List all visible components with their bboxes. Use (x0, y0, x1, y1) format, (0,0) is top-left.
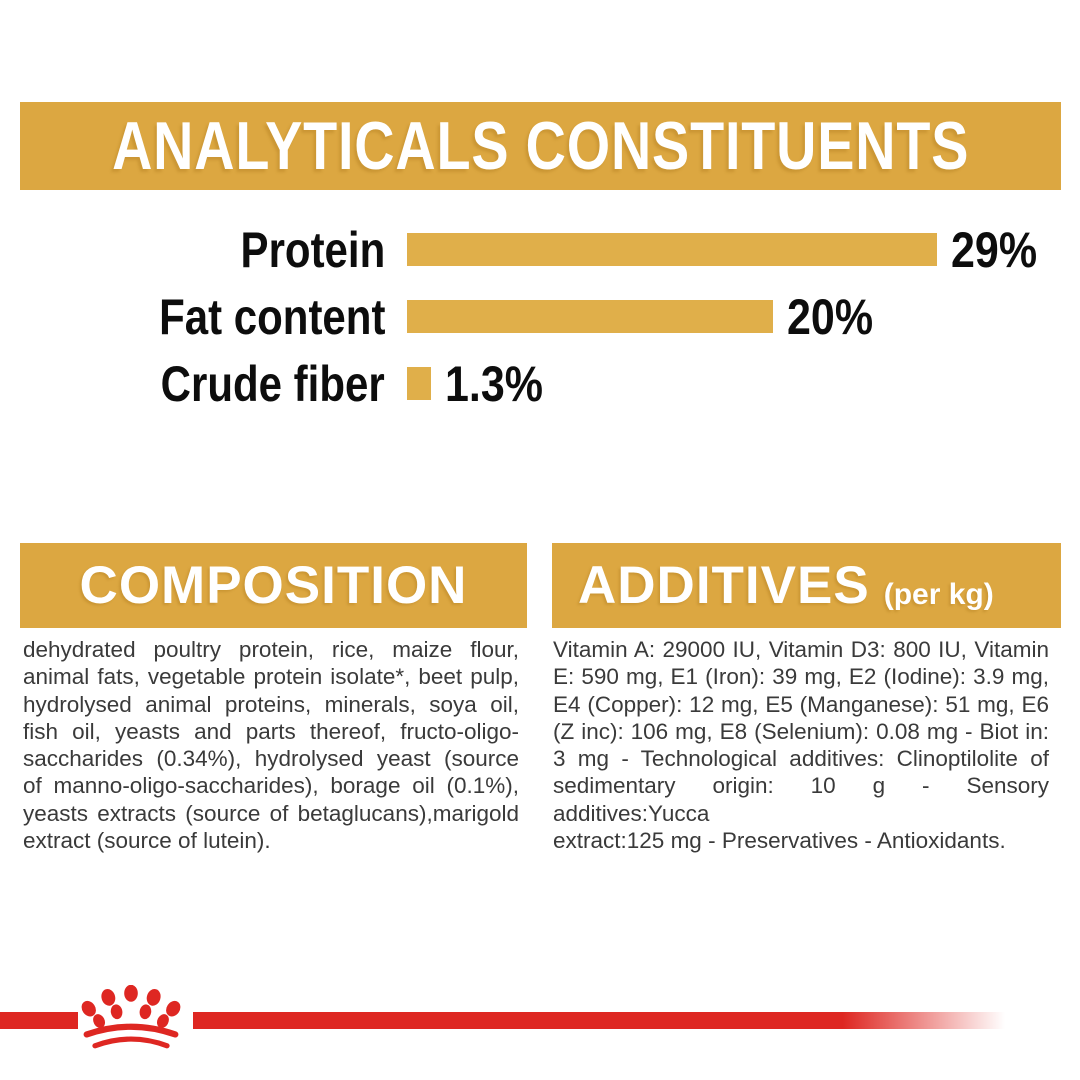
additives-line: 3 mg - Technological additives: Clinopti… (553, 746, 1049, 772)
additives-heading: ADDITIVES (578, 556, 870, 615)
chart-row-protein: Protein 29% (0, 225, 1080, 275)
composition-header: COMPOSITION (20, 543, 527, 628)
chart-value-label: 29% (951, 221, 1038, 278)
chart-row-fat-content: Fat content 20% (0, 292, 1080, 342)
additives-heading-suffix: (per kg) (883, 577, 994, 611)
additives-line: Vitamin A: 29000 IU, Vitamin D3: 800 IU,… (553, 637, 1049, 662)
composition-heading: COMPOSITION (79, 556, 468, 615)
additives-line: extract:125 mg - Preservatives - Antioxi… (553, 828, 1006, 854)
composition-line: of manno-oligo-saccharides), borage oil … (23, 773, 519, 799)
analyticals-title: ANALYTICALS CONSTITUENTS (111, 108, 970, 184)
royal-canin-crown-icon (81, 985, 181, 1049)
composition-line: dehydrated poultry protein, rice, maize … (23, 637, 519, 662)
chart-bar-crude-fiber (407, 367, 431, 400)
composition-text: dehydrated poultry protein, rice, maize … (23, 636, 519, 854)
chart-bar-fat-content (407, 300, 773, 333)
additives-header: ADDITIVES (per kg) (552, 543, 1061, 628)
chart-category-label: Fat content (158, 288, 385, 345)
analyticals-banner: ANALYTICALS CONSTITUENTS (20, 102, 1061, 190)
additives-text: Vitamin A: 29000 IU, Vitamin D3: 800 IU,… (553, 636, 1049, 854)
chart-row-crude-fiber: Crude fiber 1.3% (0, 359, 1080, 409)
additives-line: sedimentary origin: 10 g - Sensory addit… (553, 773, 1049, 826)
composition-line: animal fats, vegetable protein isolate*,… (23, 664, 519, 690)
constituents-bar-chart: Protein 29% Fat content 20% Crude fiber 1.3% (0, 225, 1080, 433)
additives-line: E4 (Copper): 12 mg, E5 (Manganese): 51 m… (553, 691, 1049, 717)
additives-line: E: 590 mg, E1 (Iron): 39 mg, E2 (Iodine)… (553, 664, 1049, 690)
footer-rule-right (193, 1012, 1005, 1029)
chart-category-label: Protein (240, 221, 385, 278)
composition-line: hydrolysed animal proteins, minerals, so… (23, 691, 519, 717)
composition-line: yeasts extracts (source of betaglucans),… (23, 800, 519, 826)
footer-rule-left (0, 1012, 78, 1029)
chart-value-label: 1.3% (444, 355, 543, 412)
composition-line: extract (source of lutein). (23, 828, 271, 854)
composition-line: saccharides (0.34%), hydrolysed yeast (s… (23, 746, 519, 772)
chart-value-label: 20% (786, 288, 873, 345)
composition-line: fish oil, yeasts and parts thereof, fruc… (23, 718, 519, 744)
chart-category-label: Crude fiber (160, 355, 385, 412)
chart-bar-protein (407, 233, 937, 266)
additives-line: (Z inc): 106 mg, E8 (Selenium): 0.08 mg … (553, 718, 1049, 744)
